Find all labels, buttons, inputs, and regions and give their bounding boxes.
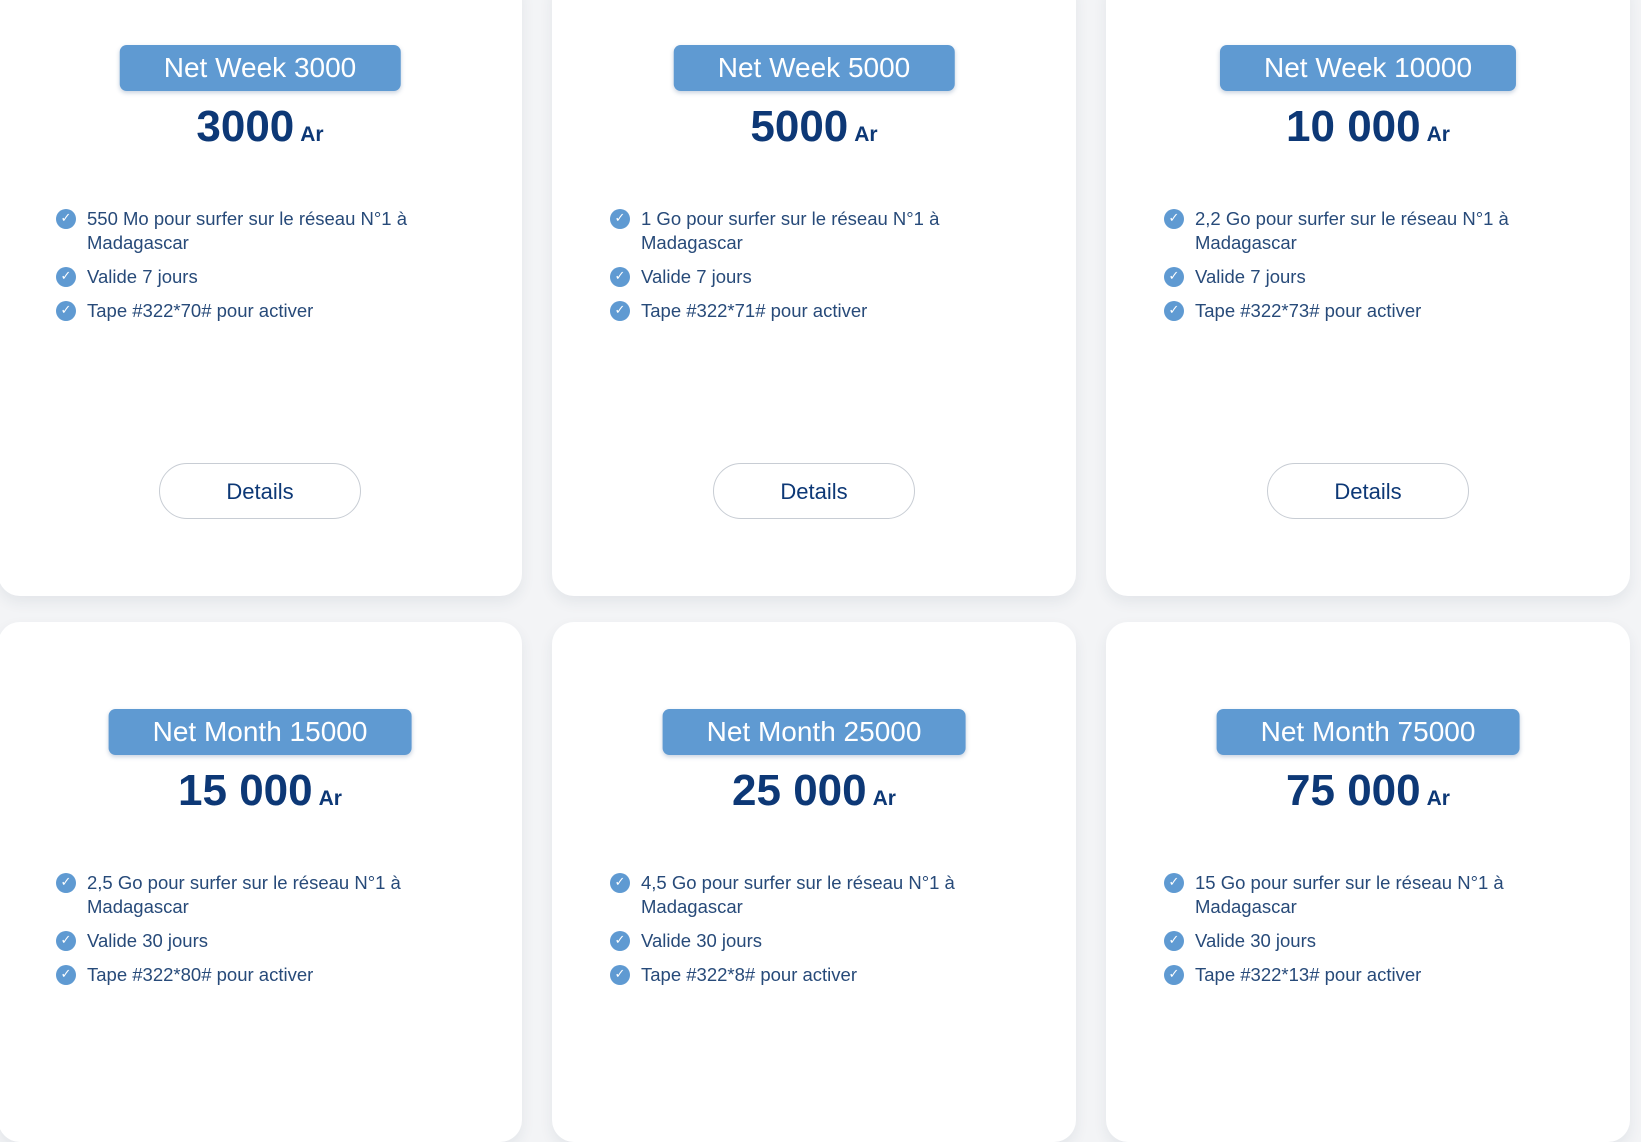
feature-text: 550 Mo pour surfer sur le réseau N°1 à M…: [87, 208, 408, 253]
check-circle-icon: ✓: [56, 965, 76, 985]
feature-list: ✓ 550 Mo pour surfer sur le réseau N°1 à …: [56, 207, 464, 333]
feature-list: ✓ 2,2 Go pour surfer sur le réseau N°1 à …: [1164, 207, 1572, 333]
price-amount: 75 000: [1286, 766, 1421, 815]
offer-price: 75 000 Ar: [1106, 766, 1630, 816]
feature-list: ✓ 4,5 Go pour surfer sur le réseau N°1 à …: [610, 871, 1018, 997]
feature-item: ✓ Tape #322*8# pour activer: [610, 963, 1018, 987]
offer-title-badge: Net Week 5000: [673, 45, 955, 91]
feature-text: Valide 7 jours: [641, 266, 752, 287]
price-amount: 15 000: [178, 766, 313, 815]
feature-text: Valide 7 jours: [1195, 266, 1306, 287]
feature-item: ✓ 4,5 Go pour surfer sur le réseau N°1 à …: [610, 871, 1018, 919]
price-currency: Ar: [300, 123, 324, 146]
offer-card-net-month-75000: Net Month 75000 75 000 Ar ✓ 15 Go pour sur…: [1106, 622, 1630, 1142]
feature-list: ✓ 1 Go pour surfer sur le réseau N°1 à Ma…: [610, 207, 1018, 333]
check-circle-icon: ✓: [1164, 965, 1184, 985]
price-amount: 10 000: [1286, 102, 1421, 151]
price-amount: 25 000: [732, 766, 867, 815]
check-circle-icon: ✓: [1164, 301, 1184, 321]
feature-item: ✓ Valide 30 jours: [56, 929, 464, 953]
offer-price: 10 000 Ar: [1106, 102, 1630, 152]
check-circle-icon: ✓: [56, 209, 76, 229]
feature-item: ✓ Tape #322*13# pour activer: [1164, 963, 1572, 987]
feature-item: ✓ 2,2 Go pour surfer sur le réseau N°1 à …: [1164, 207, 1572, 255]
feature-text: 2,5 Go pour surfer sur le réseau N°1 à M…: [87, 872, 401, 917]
offer-card-net-month-15000: Net Month 15000 15 000 Ar ✓ 2,5 Go pour su…: [0, 622, 522, 1142]
price-amount: 5000: [750, 102, 849, 151]
price-amount: 3000: [196, 102, 295, 151]
price-currency: Ar: [1426, 123, 1450, 146]
details-button[interactable]: Details: [159, 463, 361, 519]
feature-item: ✓ 15 Go pour surfer sur le réseau N°1 à M…: [1164, 871, 1572, 919]
offer-card-net-week-10000: Net Week 10000 10 000 Ar ✓ 2,2 Go pour sur…: [1106, 0, 1630, 596]
feature-text: 4,5 Go pour surfer sur le réseau N°1 à M…: [641, 872, 955, 917]
feature-item: ✓ Tape #322*73# pour activer: [1164, 299, 1572, 323]
feature-item: ✓ Valide 30 jours: [1164, 929, 1572, 953]
feature-list: ✓ 2,5 Go pour surfer sur le réseau N°1 à …: [56, 871, 464, 997]
feature-text: Tape #322*71# pour activer: [641, 300, 868, 321]
offer-title-badge: Net Month 25000: [662, 709, 966, 755]
price-currency: Ar: [854, 123, 878, 146]
check-circle-icon: ✓: [610, 267, 630, 287]
feature-text: Valide 7 jours: [87, 266, 198, 287]
feature-text: Valide 30 jours: [641, 930, 763, 951]
feature-item: ✓ Valide 7 jours: [1164, 265, 1572, 289]
check-circle-icon: ✓: [610, 301, 630, 321]
check-circle-icon: ✓: [56, 301, 76, 321]
offer-title-badge: Net Month 15000: [108, 709, 412, 755]
feature-text: Tape #322*13# pour activer: [1195, 964, 1422, 985]
feature-text: Valide 30 jours: [1195, 930, 1317, 951]
check-circle-icon: ✓: [1164, 931, 1184, 951]
feature-text: Tape #322*73# pour activer: [1195, 300, 1422, 321]
feature-text: Tape #322*80# pour activer: [87, 964, 314, 985]
offer-card-net-week-5000: Net Week 5000 5000 Ar ✓ 1 Go pour surfer s…: [552, 0, 1076, 596]
check-circle-icon: ✓: [56, 267, 76, 287]
offer-price: 5000 Ar: [552, 102, 1076, 152]
feature-text: 1 Go pour surfer sur le réseau N°1 à Mad…: [641, 208, 940, 253]
feature-text: Valide 30 jours: [87, 930, 209, 951]
price-currency: Ar: [872, 787, 896, 810]
feature-item: ✓ 1 Go pour surfer sur le réseau N°1 à Ma…: [610, 207, 1018, 255]
offer-card-net-month-25000: Net Month 25000 25 000 Ar ✓ 4,5 Go pour su…: [552, 622, 1076, 1142]
price-currency: Ar: [1426, 787, 1450, 810]
feature-item: ✓ Valide 30 jours: [610, 929, 1018, 953]
feature-text: Tape #322*8# pour activer: [641, 964, 857, 985]
offer-price: 25 000 Ar: [552, 766, 1076, 816]
check-circle-icon: ✓: [610, 209, 630, 229]
check-circle-icon: ✓: [610, 965, 630, 985]
check-circle-icon: ✓: [56, 931, 76, 951]
check-circle-icon: ✓: [1164, 209, 1184, 229]
feature-list: ✓ 15 Go pour surfer sur le réseau N°1 à M…: [1164, 871, 1572, 997]
offer-card-net-week-3000: Net Week 3000 3000 Ar ✓ 550 Mo pour surfer…: [0, 0, 522, 596]
offer-title-badge: Net Week 3000: [119, 45, 401, 91]
feature-text: 2,2 Go pour surfer sur le réseau N°1 à M…: [1195, 208, 1509, 253]
feature-item: ✓ Valide 7 jours: [56, 265, 464, 289]
feature-item: ✓ 550 Mo pour surfer sur le réseau N°1 à …: [56, 207, 464, 255]
feature-item: ✓ Tape #322*71# pour activer: [610, 299, 1018, 323]
offer-price: 3000 Ar: [0, 102, 522, 152]
offer-title-badge: Net Month 75000: [1216, 709, 1520, 755]
feature-text: 15 Go pour surfer sur le réseau N°1 à Ma…: [1195, 872, 1504, 917]
offer-title-badge: Net Week 10000: [1219, 45, 1517, 91]
offer-price: 15 000 Ar: [0, 766, 522, 816]
feature-item: ✓ Valide 7 jours: [610, 265, 1018, 289]
feature-text: Tape #322*70# pour activer: [87, 300, 314, 321]
check-circle-icon: ✓: [56, 873, 76, 893]
feature-item: ✓ Tape #322*70# pour activer: [56, 299, 464, 323]
details-button[interactable]: Details: [713, 463, 915, 519]
check-circle-icon: ✓: [1164, 267, 1184, 287]
feature-item: ✓ Tape #322*80# pour activer: [56, 963, 464, 987]
check-circle-icon: ✓: [610, 931, 630, 951]
check-circle-icon: ✓: [1164, 873, 1184, 893]
details-button[interactable]: Details: [1267, 463, 1469, 519]
check-circle-icon: ✓: [610, 873, 630, 893]
price-currency: Ar: [318, 787, 342, 810]
feature-item: ✓ 2,5 Go pour surfer sur le réseau N°1 à …: [56, 871, 464, 919]
